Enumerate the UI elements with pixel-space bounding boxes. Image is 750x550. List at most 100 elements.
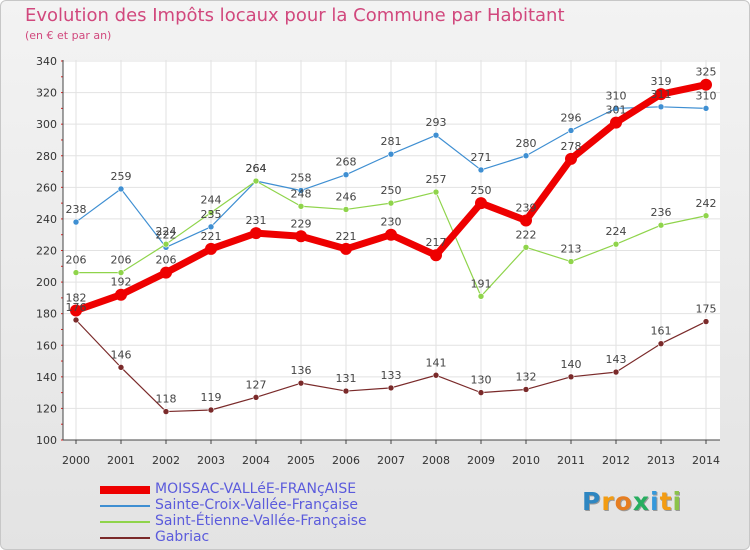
data-label: 131: [336, 372, 357, 385]
data-point: [477, 292, 485, 300]
data-point: [520, 214, 532, 227]
y-tick-label: 320: [36, 87, 57, 100]
x-tick-label: 2012: [602, 454, 630, 467]
chart-title: Evolution des Impôts locaux pour la Comm…: [25, 5, 565, 26]
data-label: 250: [381, 184, 402, 197]
data-label: 141: [426, 356, 447, 369]
data-point: [657, 221, 665, 229]
data-point: [162, 240, 170, 248]
data-point: [612, 368, 620, 376]
data-label: 140: [561, 358, 582, 371]
data-point: [700, 78, 712, 91]
data-label: 242: [696, 197, 717, 210]
data-point: [387, 199, 395, 207]
y-tick-label: 180: [36, 308, 57, 321]
data-point: [385, 228, 397, 241]
data-point: [432, 188, 440, 196]
data-label: 161: [651, 325, 672, 338]
y-tick-label: 340: [36, 55, 57, 68]
legend-item: Saint-Étienne-Vallée-Française: [100, 513, 430, 530]
data-point: [162, 408, 170, 415]
data-point: [117, 185, 125, 193]
x-tick-label: 2001: [107, 454, 135, 467]
data-point: [567, 258, 575, 265]
data-point: [72, 218, 80, 226]
series-0: [70, 78, 712, 317]
data-label: 264: [246, 162, 267, 175]
x-tick-label: 2013: [647, 454, 675, 467]
data-point: [340, 242, 352, 255]
series-2: [72, 177, 710, 300]
data-label: 239: [516, 201, 537, 214]
data-point: [655, 88, 667, 101]
data-point: [205, 242, 217, 255]
data-point: [70, 304, 82, 317]
data-point: [567, 127, 575, 134]
legend-label: Sainte-Croix-Vallée-Française: [155, 497, 359, 513]
data-point: [477, 166, 485, 174]
data-label: 278: [561, 140, 582, 153]
data-point: [207, 209, 215, 216]
data-point: [342, 171, 350, 178]
data-point: [430, 249, 442, 262]
x-tick-label: 2007: [377, 454, 405, 467]
data-label: 175: [696, 303, 717, 316]
y-tick-label: 200: [36, 276, 57, 289]
legend-swatch: [100, 505, 150, 507]
chart-subtitle: (en € et par an): [25, 29, 112, 42]
data-label: 271: [471, 151, 492, 164]
y-tick-label: 160: [36, 339, 57, 352]
legend-item: Gabriac: [100, 529, 430, 546]
data-label: 192: [111, 276, 132, 289]
data-label: 217: [426, 236, 447, 249]
data-point: [612, 240, 620, 248]
series-3: [72, 316, 710, 415]
legend-label: Saint-Étienne-Vallée-Française: [155, 513, 367, 529]
data-point: [297, 187, 305, 194]
data-label: 222: [516, 228, 537, 241]
x-tick-label: 2005: [287, 454, 315, 467]
data-point: [295, 230, 307, 243]
data-label: 206: [66, 254, 87, 267]
data-point: [522, 386, 530, 393]
data-label: 246: [336, 190, 357, 203]
data-point: [702, 105, 710, 112]
y-tick-label: 240: [36, 213, 57, 226]
data-point: [387, 384, 395, 392]
data-label: 244: [201, 194, 222, 207]
data-label: 133: [381, 369, 402, 382]
data-point: [252, 394, 260, 401]
data-point: [117, 364, 125, 371]
data-point: [252, 177, 260, 185]
data-label: 248: [291, 187, 312, 200]
data-label: 132: [516, 370, 537, 383]
data-point: [522, 152, 530, 160]
data-label: 257: [426, 173, 447, 186]
data-label: 293: [426, 116, 447, 129]
x-tick-label: 2000: [62, 454, 90, 467]
y-tick-label: 140: [36, 371, 57, 384]
data-point: [657, 340, 665, 347]
data-label: 238: [66, 203, 87, 216]
data-label: 206: [156, 254, 177, 267]
data-point: [297, 379, 305, 387]
legend-item: MOISSAC-VALLéE-FRANçAISE: [100, 481, 430, 498]
y-tick-label: 300: [36, 118, 57, 131]
data-point: [207, 223, 215, 231]
legend-swatch: [100, 521, 150, 523]
data-label: 182: [66, 292, 87, 305]
legend-swatch: [100, 537, 150, 539]
data-point: [475, 197, 487, 210]
data-point: [565, 152, 577, 165]
x-tick-label: 2010: [512, 454, 540, 467]
data-label: 143: [606, 353, 627, 366]
data-point: [342, 206, 350, 213]
data-label: 118: [156, 393, 177, 406]
data-point: [207, 406, 215, 414]
data-point: [72, 316, 80, 324]
data-label: 191: [471, 277, 492, 290]
data-point: [432, 131, 440, 139]
data-label: 311: [651, 88, 672, 101]
data-label: 130: [471, 374, 492, 387]
